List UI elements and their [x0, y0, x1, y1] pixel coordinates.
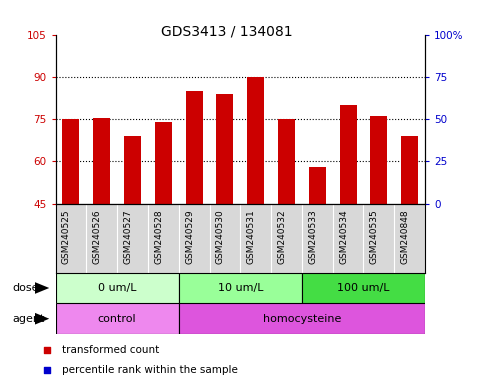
Point: [190, 25, 198, 31]
Text: 0 um/L: 0 um/L: [98, 283, 136, 293]
Text: percentile rank within the sample: percentile rank within the sample: [62, 365, 238, 375]
Bar: [185, 91, 202, 204]
Text: 10 um/L: 10 um/L: [217, 283, 263, 293]
Point: [313, 25, 321, 31]
Point: [43, 347, 51, 353]
Point: [406, 25, 413, 31]
Point: [128, 25, 136, 31]
Bar: [155, 122, 172, 204]
Bar: [93, 118, 110, 204]
Polygon shape: [35, 282, 49, 294]
Bar: [62, 119, 79, 204]
Text: GSM240534: GSM240534: [339, 209, 348, 264]
Bar: [56, 273, 179, 303]
Text: GSM240529: GSM240529: [185, 209, 194, 264]
Point: [43, 367, 51, 373]
Text: GSM240527: GSM240527: [124, 209, 132, 264]
Text: GSM240528: GSM240528: [154, 209, 163, 264]
Text: GSM240526: GSM240526: [93, 209, 102, 264]
Polygon shape: [35, 313, 49, 324]
Bar: [401, 136, 418, 204]
Text: GDS3413 / 134081: GDS3413 / 134081: [161, 25, 293, 39]
Point: [67, 25, 75, 31]
Bar: [56, 303, 179, 334]
Text: GSM240533: GSM240533: [308, 209, 317, 264]
Text: GSM240848: GSM240848: [400, 209, 410, 264]
Bar: [124, 136, 141, 204]
Text: GSM240530: GSM240530: [216, 209, 225, 264]
Text: GSM240525: GSM240525: [62, 209, 71, 264]
Bar: [179, 303, 425, 334]
Bar: [247, 77, 264, 204]
Bar: [340, 105, 356, 204]
Text: GSM240532: GSM240532: [277, 209, 286, 264]
Text: dose: dose: [12, 283, 39, 293]
Point: [159, 25, 167, 31]
Text: GSM240531: GSM240531: [247, 209, 256, 264]
Point: [375, 25, 383, 31]
Bar: [302, 273, 425, 303]
Bar: [278, 119, 295, 204]
Point: [98, 25, 106, 31]
Text: GSM240535: GSM240535: [370, 209, 379, 264]
Text: 100 um/L: 100 um/L: [337, 283, 390, 293]
Point: [252, 25, 259, 31]
Text: homocysteine: homocysteine: [263, 314, 341, 324]
Point: [344, 25, 352, 31]
Text: control: control: [98, 314, 136, 324]
Bar: [370, 116, 387, 204]
Text: transformed count: transformed count: [62, 345, 159, 355]
Text: agent: agent: [12, 314, 44, 324]
Point: [283, 25, 290, 31]
Bar: [216, 94, 233, 204]
Bar: [179, 273, 302, 303]
Bar: [309, 167, 326, 204]
Point: [221, 25, 229, 31]
